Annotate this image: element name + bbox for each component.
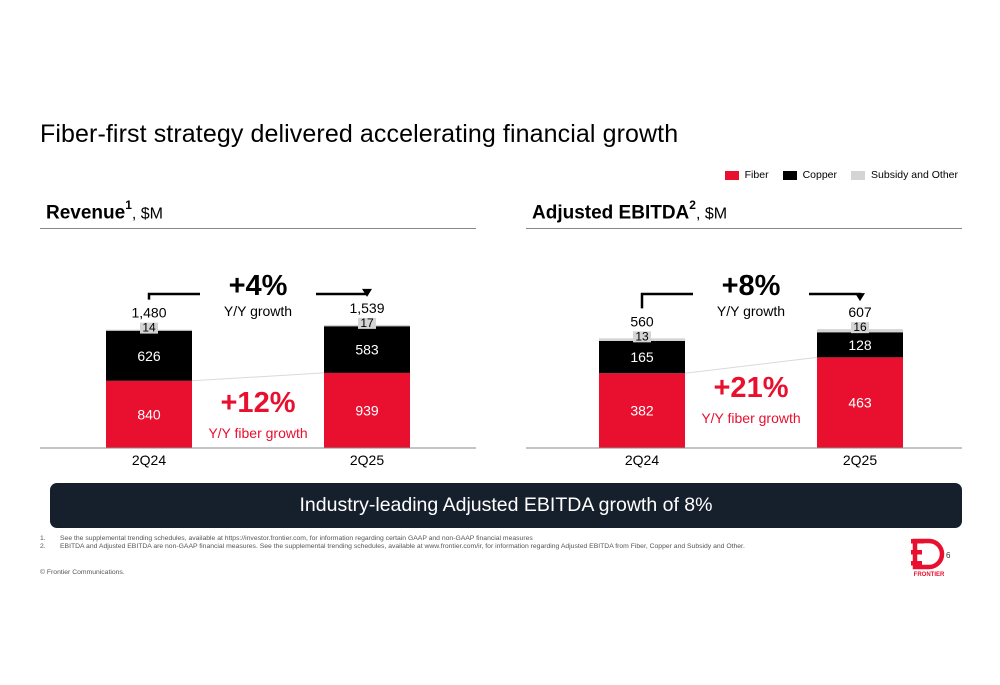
ebitda-growth-bracket-right (809, 292, 862, 296)
ebitda-bar-copper-2Q24 (599, 340, 685, 374)
ebitda-label-total-2Q24: 560 (630, 313, 654, 329)
ebitda-growth-bracket-left (640, 292, 693, 309)
legend-label-subsidy: Subsidy and Other (871, 169, 958, 181)
revenue-bar-copper-2Q25 (324, 326, 410, 373)
revenue-label-total-2Q24: 1,480 (131, 305, 166, 321)
page-number: 6 (946, 551, 951, 560)
revenue-label-copper-2Q25: 583 (355, 342, 379, 358)
ebitda-title: Adjusted EBITDA (532, 202, 690, 224)
legend-item-fiber: Fiber (724, 169, 769, 181)
revenue-total-growth-label: Y/Y growth (224, 303, 292, 319)
legend-label-copper: Copper (802, 169, 838, 181)
revenue-bar-copper-2Q24 (106, 330, 192, 381)
ebitda-category-2Q25: 2Q25 (843, 452, 877, 468)
ebitda-category-2Q24: 2Q24 (625, 452, 659, 468)
ebitda-label-chip-other-2Q25 (851, 322, 869, 334)
revenue-label-other-2Q24: 14 (142, 321, 156, 335)
svg-text:FRONTIER: FRONTIER (914, 572, 945, 577)
slide-title: Fiber-first strategy delivered accelerat… (40, 120, 679, 148)
revenue-label-other-2Q25: 17 (360, 316, 374, 330)
revenue-label-fiber-2Q24: 840 (137, 406, 161, 422)
revenue-panel: Revenue1, $M 840 626 14 1,480 2Q24 939 583 17 1,… (40, 198, 476, 478)
legend-item-copper: Copper (782, 169, 838, 181)
legend-swatch-fiber (724, 170, 739, 180)
revenue-fiber-growth-label: Y/Y fiber growth (208, 425, 307, 441)
revenue-bar-fiber-2Q25 (324, 372, 410, 448)
revenue-category-2Q24: 2Q24 (132, 452, 166, 468)
revenue-chart: 840626141,4802Q24939583171,5392Q25+4%Y/Y… (40, 270, 476, 468)
revenue-heading-rule (40, 228, 476, 229)
ebitda-fiber-growth-label: Y/Y fiber growth (701, 410, 800, 426)
footnotes: 1. See the supplemental trending schedul… (40, 535, 860, 551)
ebitda-growth-arrowhead (855, 293, 865, 302)
chart-legend: Fiber Copper Subsidy and Other (724, 169, 958, 181)
ebitda-heading-rule (526, 228, 962, 229)
revenue-label-copper-2Q24: 626 (137, 348, 161, 364)
ebitda-label-fiber-2Q25: 463 (848, 395, 872, 411)
revenue-unit: , $M (131, 205, 164, 223)
ebitda-panel: Adjusted EBITDA2, $M 382 165 13 560 2Q24 463 1… (526, 198, 962, 478)
revenue-growth-bracket-left (147, 292, 200, 300)
legend-label-fiber: Fiber (744, 169, 769, 181)
ebitda-bar-fiber-2Q25 (817, 357, 903, 448)
revenue-label-total-2Q25: 1,539 (349, 300, 384, 316)
ebitda-label-copper-2Q25: 128 (848, 337, 872, 353)
revenue-bar-fiber-2Q24 (106, 380, 192, 448)
footnote-2: 2. EBITDA and Adjusted EBITDA are non-GA… (40, 543, 860, 551)
ebitda-bar-copper-2Q25 (817, 332, 903, 358)
footnote-2-text: EBITDA and Adjusted EBITDA are non-GAAP … (60, 543, 745, 550)
ebitda-label-chip-other-2Q24 (633, 331, 651, 343)
ebitda-total-growth-value: +8% (722, 270, 781, 302)
ebitda-label-copper-2Q24: 165 (630, 349, 654, 365)
ebitda-fiber-trend-line (684, 356, 818, 374)
revenue-category-2Q25: 2Q25 (350, 452, 384, 468)
ebitda-unit: , $M (695, 205, 728, 223)
highlight-banner: Industry-leading Adjusted EBITDA growth … (50, 483, 962, 528)
revenue-title: Revenue (46, 202, 126, 224)
legend-swatch-copper (782, 170, 797, 180)
footnote-1-number: 1. (40, 535, 46, 542)
revenue-label-chip-other-2Q25 (358, 317, 376, 329)
revenue-heading: Revenue1, $M (46, 198, 164, 224)
revenue-growth-arrowhead (362, 288, 372, 297)
ebitda-footnote-ref: 2 (689, 198, 696, 212)
revenue-footnote-ref: 1 (125, 198, 132, 212)
revenue-fiber-trend-line (191, 372, 325, 382)
ebitda-bar-fiber-2Q24 (599, 373, 685, 448)
ebitda-fiber-growth-value: +21% (714, 372, 789, 404)
ebitda-label-fiber-2Q24: 382 (630, 403, 654, 419)
revenue-fiber-growth-value: +12% (221, 387, 296, 419)
ebitda-label-total-2Q25: 607 (848, 304, 872, 320)
footnote-1: 1. See the supplemental trending schedul… (40, 535, 860, 543)
legend-swatch-subsidy (851, 170, 866, 180)
ebitda-heading: Adjusted EBITDA2, $M (532, 198, 728, 224)
revenue-label-chip-other-2Q24 (140, 322, 158, 334)
frontier-logo: FRONTIER (911, 538, 945, 577)
copyright: © Frontier Communications. (40, 569, 125, 576)
ebitda-total-growth-label: Y/Y growth (717, 303, 785, 319)
revenue-growth-bracket-right (316, 290, 369, 296)
revenue-total-growth-value: +4% (229, 270, 288, 302)
legend-item-subsidy: Subsidy and Other (851, 169, 958, 181)
ebitda-label-other-2Q24: 13 (635, 329, 649, 343)
ebitda-label-other-2Q25: 16 (853, 320, 867, 334)
revenue-label-fiber-2Q25: 939 (355, 402, 379, 418)
footnote-2-number: 2. (40, 543, 46, 550)
footnote-1-text: See the supplemental trending schedules,… (60, 535, 533, 542)
